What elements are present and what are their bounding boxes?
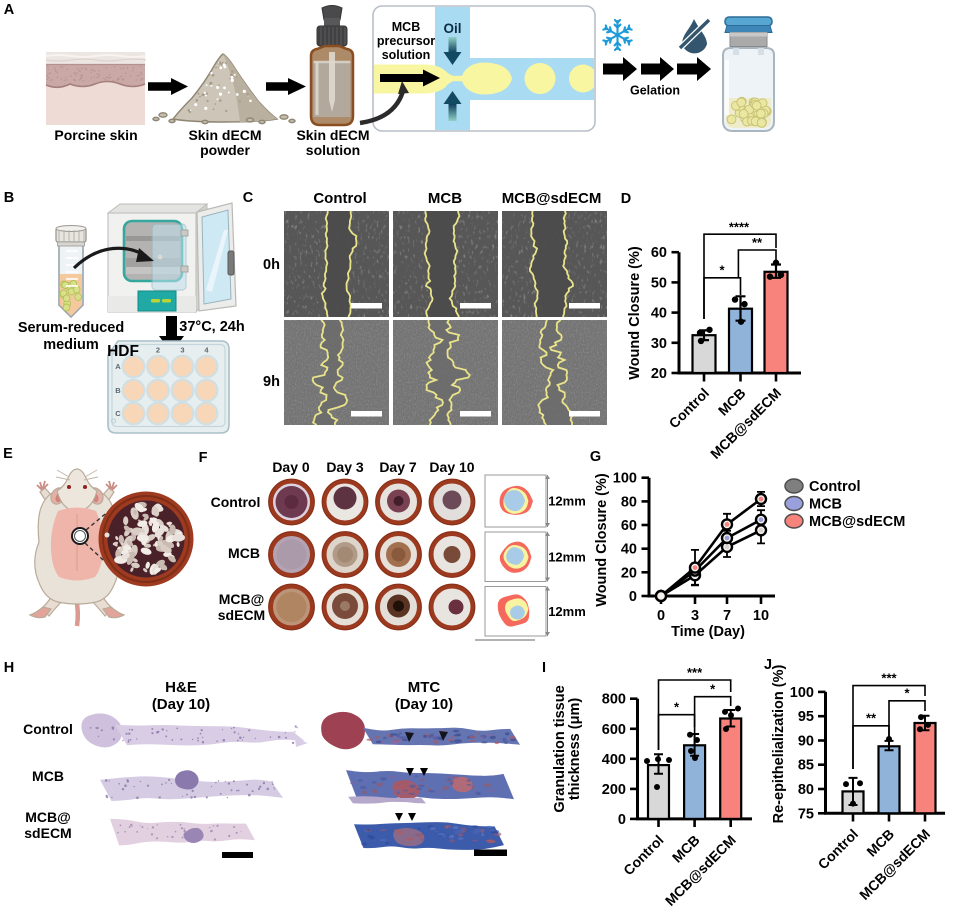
svg-text:0h: 0h [263, 257, 280, 273]
svg-text:F: F [199, 450, 208, 466]
svg-text:C: C [115, 409, 121, 418]
svg-text:MCB: MCB [228, 545, 260, 561]
svg-text:powder: powder [200, 142, 250, 158]
svg-text:400: 400 [602, 752, 626, 768]
svg-text:thickness (μm): thickness (μm) [567, 698, 583, 801]
svg-text:30: 30 [651, 336, 667, 352]
svg-text:Oil: Oil [443, 21, 461, 36]
svg-text:Re-epithelialization (%): Re-epithelialization (%) [771, 664, 787, 823]
svg-text:(Day 10): (Day 10) [395, 696, 453, 713]
svg-text:B: B [4, 190, 14, 206]
svg-text:40: 40 [621, 542, 637, 558]
svg-text:100: 100 [790, 685, 814, 701]
svg-text:12mm: 12mm [548, 494, 586, 509]
svg-text:MCB: MCB [392, 20, 420, 34]
svg-text:(Day 10): (Day 10) [152, 696, 210, 713]
svg-text:MCB@: MCB@ [25, 809, 71, 825]
svg-text:****: **** [729, 220, 750, 235]
svg-text:Day 10: Day 10 [429, 459, 474, 475]
svg-text:Porcine skin: Porcine skin [54, 127, 137, 143]
svg-text:sdECM: sdECM [218, 607, 265, 623]
svg-text:85: 85 [798, 758, 814, 774]
svg-text:2: 2 [156, 346, 160, 355]
svg-text:sdECM: sdECM [24, 825, 71, 841]
svg-text:*: * [719, 263, 725, 278]
svg-text:20: 20 [621, 565, 637, 581]
svg-text:MCB: MCB [428, 190, 462, 207]
svg-text:MTC: MTC [408, 679, 441, 696]
svg-text:80: 80 [621, 494, 637, 510]
svg-text:A: A [115, 362, 121, 371]
svg-text:J: J [764, 657, 772, 673]
svg-text:Skin dECM: Skin dECM [188, 127, 261, 143]
svg-text:precursor: precursor [377, 34, 435, 48]
svg-text:75: 75 [798, 806, 814, 822]
svg-text:80: 80 [798, 782, 814, 798]
svg-text:200: 200 [602, 782, 626, 798]
svg-text:medium: medium [43, 337, 99, 353]
svg-text:0: 0 [657, 608, 665, 624]
svg-text:Day 3: Day 3 [326, 459, 364, 475]
svg-text:H&E: H&E [165, 679, 197, 696]
svg-text:H: H [4, 660, 14, 676]
svg-text:50: 50 [651, 275, 667, 291]
svg-text:D: D [621, 191, 631, 207]
svg-text:Day 0: Day 0 [272, 459, 310, 475]
svg-text:MCB: MCB [809, 497, 842, 513]
svg-text:Control: Control [809, 479, 861, 495]
svg-text:37°C, 24h: 37°C, 24h [179, 319, 244, 335]
svg-text:MCB@sdECM: MCB@sdECM [502, 190, 602, 207]
svg-text:3: 3 [691, 608, 699, 624]
svg-text:Gelation: Gelation [630, 84, 680, 98]
svg-text:Control: Control [211, 494, 261, 510]
svg-text:Granulation tissue: Granulation tissue [552, 685, 568, 812]
svg-text:12mm: 12mm [548, 549, 586, 564]
svg-text:60: 60 [651, 245, 667, 261]
svg-text:12mm: 12mm [548, 604, 586, 619]
svg-text:MCB: MCB [32, 768, 64, 784]
svg-text:G: G [590, 449, 601, 465]
svg-text:Control: Control [23, 721, 73, 737]
svg-text:Day 7: Day 7 [379, 459, 417, 475]
svg-text:**: ** [866, 711, 877, 726]
svg-text:0: 0 [629, 589, 637, 605]
svg-text:solution: solution [306, 142, 360, 158]
svg-text:A: A [4, 2, 15, 18]
svg-text:7: 7 [723, 608, 731, 624]
svg-text:95: 95 [798, 709, 814, 725]
svg-text:10: 10 [753, 608, 769, 624]
svg-text:600: 600 [602, 722, 626, 738]
svg-text:***: *** [687, 665, 703, 680]
svg-text:3: 3 [180, 346, 184, 355]
svg-text:solution: solution [382, 48, 431, 62]
svg-text:100: 100 [613, 471, 637, 487]
svg-text:MCB@sdECM: MCB@sdECM [809, 514, 905, 530]
svg-text:Wound Closure (%): Wound Closure (%) [627, 246, 643, 380]
svg-text:*: * [710, 682, 716, 697]
svg-text:90: 90 [798, 733, 814, 749]
svg-text:C: C [243, 190, 254, 206]
svg-text:***: *** [881, 671, 897, 686]
svg-text:**: ** [752, 235, 763, 250]
svg-text:*: * [674, 700, 680, 715]
svg-text:Time (Day): Time (Day) [671, 624, 745, 640]
svg-text:E: E [3, 446, 13, 462]
svg-text:800: 800 [602, 692, 626, 708]
svg-text:60: 60 [621, 518, 637, 534]
svg-text:Wound Closure (%): Wound Closure (%) [594, 473, 610, 607]
svg-text:HDF: HDF [107, 343, 139, 360]
svg-text:4: 4 [204, 346, 209, 355]
svg-text:Control: Control [313, 190, 366, 207]
svg-text:MCB@: MCB@ [219, 591, 265, 607]
svg-text:Skin dECM: Skin dECM [296, 127, 369, 143]
svg-text:40: 40 [651, 306, 667, 322]
svg-text:I: I [542, 660, 546, 676]
svg-text:Serum-reduced: Serum-reduced [18, 320, 124, 336]
svg-text:0: 0 [618, 812, 626, 828]
svg-text:*: * [904, 686, 910, 701]
svg-text:20: 20 [651, 366, 667, 382]
svg-text:B: B [115, 386, 121, 395]
svg-text:9h: 9h [263, 374, 280, 390]
